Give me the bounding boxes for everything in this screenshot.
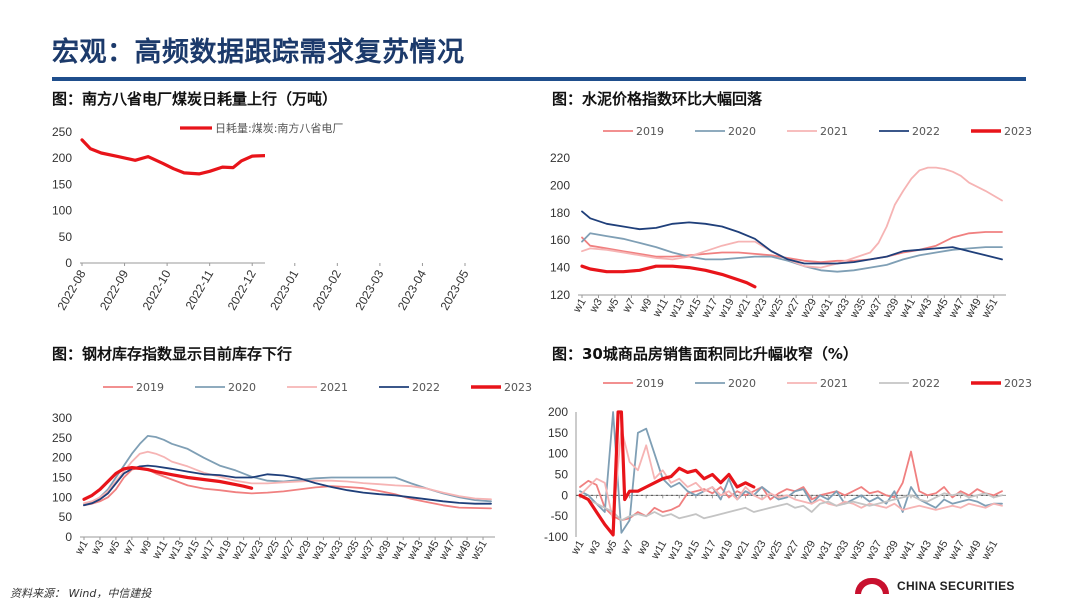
- legend-label: 日耗量:煤炭:南方八省电厂: [215, 121, 343, 135]
- x-tick-label: w41: [897, 539, 918, 563]
- x-tick-label: w1: [569, 539, 587, 558]
- x-tick-label: w31: [814, 539, 835, 563]
- legend-label: 2022: [912, 377, 940, 390]
- series-line-2022: [581, 210, 1003, 265]
- series-group: [82, 434, 492, 510]
- y-tick-label: 200: [52, 151, 72, 165]
- x-tick-label: w35: [847, 539, 868, 563]
- y-tick-label: 50: [59, 510, 73, 524]
- legend-label: 2019: [636, 125, 664, 138]
- series-group: [578, 410, 1003, 537]
- series-group: [80, 138, 265, 176]
- y-tick-label: -100: [544, 530, 568, 544]
- page-title: 宏观：高频数据跟踪需求复苏情况: [52, 37, 465, 68]
- y-tick-label: 180: [550, 206, 570, 220]
- y-tick-label: 150: [548, 426, 568, 440]
- legend-label: 2023: [1004, 125, 1032, 138]
- x-tick-label: w37: [863, 539, 884, 563]
- y-tick-label: 150: [52, 177, 72, 191]
- logo-icon: [855, 578, 889, 594]
- legend-label: 2019: [136, 381, 164, 394]
- series-line-2022: [579, 492, 1003, 522]
- series-line-2019: [579, 450, 1003, 522]
- legend-label: 2022: [412, 381, 440, 394]
- x-tick-label: w5: [602, 539, 620, 558]
- series-group: [580, 166, 1003, 289]
- x-tick-label: w7: [618, 539, 636, 558]
- legend-label: 2019: [636, 377, 664, 390]
- x-tick-label: w49: [963, 539, 984, 563]
- legend-label: 2020: [728, 125, 756, 138]
- x-tick-label: w17: [698, 539, 719, 563]
- x-tick-label: w51: [979, 539, 1000, 563]
- chart-title-steel: 图：钢材库存指数显示目前库存下行: [52, 345, 293, 363]
- y-tick-label: -50: [551, 509, 569, 523]
- y-tick-label: 300: [52, 411, 72, 425]
- series-line-2023: [578, 410, 756, 537]
- y-tick-label: 200: [550, 178, 570, 192]
- x-tick-label: w27: [781, 539, 802, 563]
- x-tick-label: w43: [913, 539, 934, 563]
- x-tick-label: w29: [797, 539, 818, 563]
- y-tick-label: 200: [548, 405, 568, 419]
- legend-label: 2021: [820, 377, 848, 390]
- y-tick-label: 50: [59, 230, 73, 244]
- y-tick-label: 0: [65, 256, 72, 270]
- x-tick-label: w13: [665, 539, 686, 563]
- legend-label: 2023: [1004, 377, 1032, 390]
- series-line-2020: [83, 434, 492, 506]
- series-line-2020: [581, 232, 1003, 273]
- x-tick-label: w23: [748, 539, 769, 563]
- series-line-2021: [579, 427, 1003, 522]
- x-tick-label: w39: [880, 539, 901, 563]
- legend-label: 2021: [320, 381, 348, 394]
- series-line-日耗量:煤炭:南方八省电厂: [80, 138, 265, 176]
- logo: CHINA SECURITIES: [855, 576, 1015, 596]
- y-tick-label: 160: [550, 233, 570, 247]
- y-tick-label: 140: [550, 261, 570, 275]
- x-tick-label: w45: [930, 539, 951, 563]
- legend-label: 2021: [820, 125, 848, 138]
- x-tick-label: w33: [830, 539, 851, 563]
- series-line-2023: [82, 466, 254, 501]
- title-divider: [52, 77, 1026, 81]
- chart-title-housing: 图：30城商品房销售面积同比升幅收窄（%）: [552, 345, 858, 363]
- legend-label: 2022: [912, 125, 940, 138]
- y-tick-label: 100: [548, 447, 568, 461]
- y-tick-label: 250: [52, 431, 72, 445]
- legend-label: 2020: [228, 381, 256, 394]
- y-tick-label: 0: [65, 530, 72, 544]
- source-note: 资料来源： Wind，中信建投: [10, 587, 152, 600]
- y-tick-label: 100: [52, 490, 72, 504]
- chart-title-cement: 图：水泥价格指数环比大幅回落: [552, 90, 763, 108]
- y-tick-label: 100: [52, 204, 72, 218]
- logo-text: CHINA SECURITIES: [897, 579, 1015, 593]
- series-line-2020: [579, 411, 1003, 534]
- y-tick-label: 200: [52, 451, 72, 465]
- y-tick-label: 150: [52, 471, 72, 485]
- x-tick-label: w3: [585, 539, 603, 558]
- legend-label: 2023: [504, 381, 532, 394]
- x-tick-label: w47: [946, 539, 967, 563]
- y-tick-label: 0: [561, 488, 568, 502]
- y-tick-label: 250: [52, 125, 72, 139]
- chart-title-coal: 图：南方八省电厂煤炭日耗量上行（万吨）: [52, 90, 338, 108]
- legend-label: 2020: [728, 377, 756, 390]
- x-tick-label: w15: [681, 539, 702, 563]
- x-tick-label: w11: [649, 539, 670, 563]
- y-tick-label: 220: [550, 151, 570, 165]
- series-line-2019: [83, 466, 492, 510]
- series-line-2022: [83, 464, 492, 507]
- x-tick-label: w25: [764, 539, 785, 563]
- series-line-2019: [581, 231, 1003, 264]
- y-tick-label: 120: [550, 288, 570, 302]
- x-tick-label: w19: [715, 539, 736, 563]
- series-line-2023: [580, 264, 757, 289]
- y-tick-label: 50: [555, 468, 569, 482]
- x-tick-label: w21: [731, 539, 752, 563]
